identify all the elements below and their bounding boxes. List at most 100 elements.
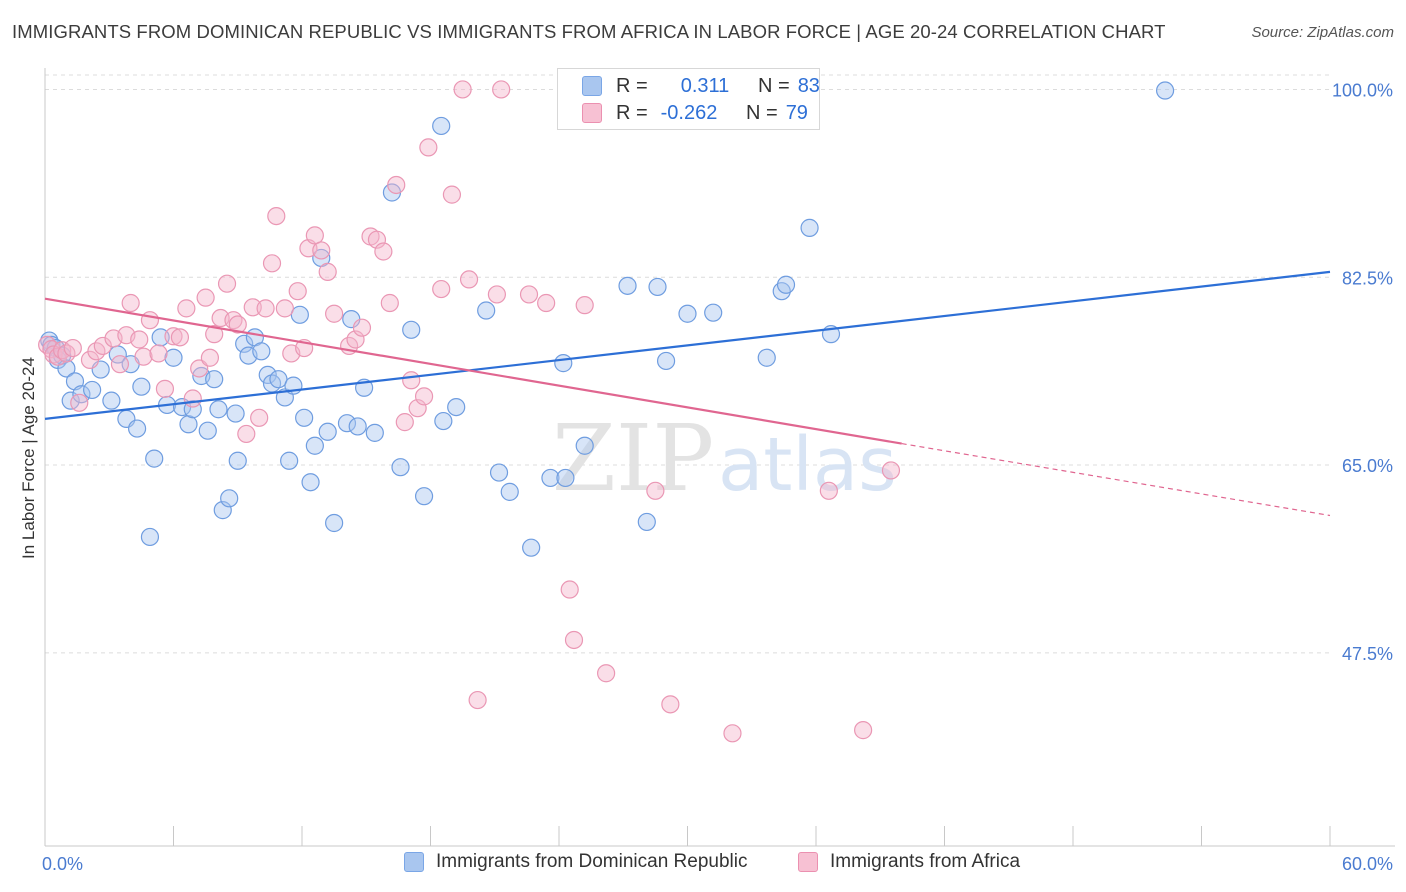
africa-point xyxy=(723,724,742,743)
africa-point xyxy=(380,293,399,313)
dominican-point xyxy=(183,400,202,419)
dominican-point xyxy=(337,414,357,433)
points-layer xyxy=(38,80,1175,743)
x-tick-label: 0.0% xyxy=(42,854,83,874)
dominican-point xyxy=(648,277,667,297)
africa-point xyxy=(237,424,256,444)
dominican-point xyxy=(145,449,164,468)
axis-layer xyxy=(44,68,1395,847)
africa-point xyxy=(453,80,472,99)
africa-point xyxy=(325,304,344,323)
africa-point xyxy=(346,330,365,349)
pink-swatch-icon xyxy=(582,103,602,123)
dominican-point xyxy=(290,305,309,324)
africa-point xyxy=(130,330,149,349)
africa-point xyxy=(177,299,196,318)
dominican-point xyxy=(205,370,224,389)
africa-trendline xyxy=(44,297,902,445)
dominican-point xyxy=(280,451,299,470)
dominican-point xyxy=(151,328,170,347)
africa-point xyxy=(288,282,307,301)
africa-point xyxy=(110,355,130,374)
dominican-point xyxy=(325,513,344,533)
legend-r-value: -0.262 xyxy=(660,101,718,124)
africa-point xyxy=(537,293,556,313)
dominican-point xyxy=(83,380,102,400)
dominican-point xyxy=(198,421,217,440)
dominican-point xyxy=(269,370,288,389)
africa-point xyxy=(395,413,414,432)
legend-n-value: 83 xyxy=(797,74,820,97)
dominican-point xyxy=(757,348,776,367)
africa-point xyxy=(387,175,406,195)
africa-point xyxy=(196,288,215,307)
dominican-point xyxy=(637,512,656,532)
africa-point xyxy=(432,279,451,299)
africa-point xyxy=(560,580,579,599)
watermark-atlas: atlas xyxy=(718,422,897,508)
legend-n-value: 79 xyxy=(785,101,808,124)
dominican-point xyxy=(432,116,451,136)
dominican-trendline xyxy=(44,270,1331,420)
y-axis-label: In Labor Force | Age 20-24 xyxy=(19,357,38,559)
dominican-point xyxy=(575,436,594,455)
africa-point xyxy=(854,721,873,740)
x-tick-label: 60.0% xyxy=(1342,854,1393,874)
dominican-point xyxy=(209,400,228,419)
africa-point xyxy=(63,338,82,358)
africa-point xyxy=(256,299,275,318)
dominican-point xyxy=(348,417,367,436)
tick-label-layer: 47.5% 65.0% 82.5% 100.0% 0.0% 60.0% xyxy=(42,80,1393,874)
africa-point xyxy=(275,299,294,318)
legend-n-label: N = xyxy=(746,101,778,124)
africa-point xyxy=(318,262,337,281)
africa-point xyxy=(402,371,421,390)
africa-point xyxy=(597,664,616,683)
africa-point xyxy=(414,387,434,406)
africa-point xyxy=(70,393,89,412)
dominican-point xyxy=(1155,81,1175,100)
legend-row-africa: R = -0.262 N = 79 xyxy=(582,101,808,125)
dominican-point xyxy=(305,436,324,455)
dominican-point xyxy=(776,275,796,294)
grid-layer xyxy=(45,74,1330,654)
africa-point xyxy=(200,348,220,367)
africa-point xyxy=(250,408,269,427)
series-legend: Immigrants from Dominican Republic Immig… xyxy=(0,851,1406,877)
dominican-point xyxy=(179,415,198,434)
legend-item-dominican: Immigrants from Dominican Republic xyxy=(404,851,748,873)
africa-point xyxy=(183,389,202,408)
dominican-point xyxy=(500,482,519,501)
dominican-point xyxy=(447,398,466,417)
dominican-point xyxy=(554,354,573,373)
africa-point xyxy=(374,242,393,261)
legend-item-label: Immigrants from Africa xyxy=(830,851,1021,872)
y-tick-label: 100.0% xyxy=(1332,80,1393,100)
dominican-point xyxy=(391,458,410,477)
africa-point xyxy=(134,347,153,366)
dominican-point xyxy=(477,301,496,320)
legend-item-africa: Immigrants from Africa xyxy=(798,851,1020,873)
dominican-point xyxy=(164,348,183,367)
dominican-point xyxy=(800,218,819,237)
dominican-point xyxy=(434,411,453,431)
africa-point xyxy=(164,327,183,346)
africa-point xyxy=(459,270,479,289)
africa-point xyxy=(564,630,584,650)
dominican-point xyxy=(541,468,560,488)
dominican-point xyxy=(402,320,421,339)
africa-point xyxy=(149,344,168,363)
y-tick-label: 82.5% xyxy=(1342,268,1393,288)
blue-swatch-icon xyxy=(404,852,424,872)
africa-point xyxy=(140,311,160,330)
africa-point xyxy=(881,461,901,480)
legend-n-label: N = xyxy=(758,74,790,97)
dominican-point xyxy=(704,303,723,322)
dominican-point xyxy=(318,422,337,441)
dominican-point xyxy=(258,365,277,385)
legend-r-value: 0.311 xyxy=(680,74,730,97)
dominican-point xyxy=(220,489,239,508)
dominican-point xyxy=(522,538,541,557)
legend-item-label: Immigrants from Dominican Republic xyxy=(436,851,748,872)
